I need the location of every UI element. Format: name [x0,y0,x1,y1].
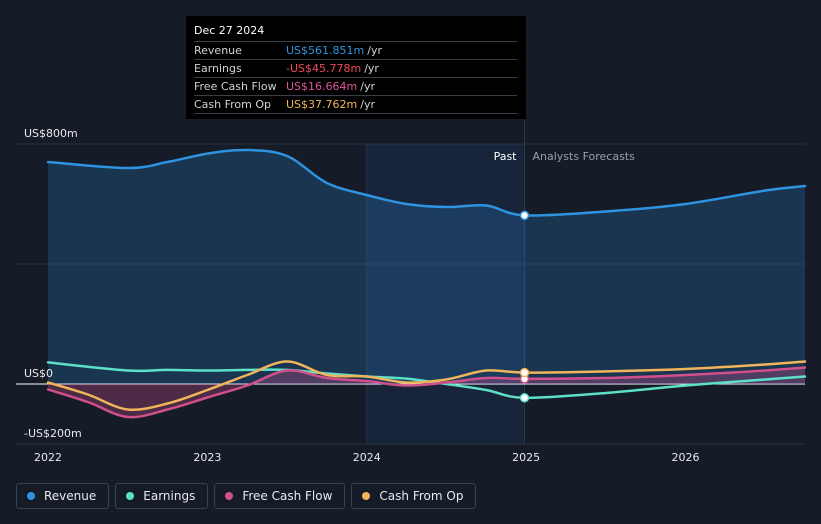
tooltip-date: Dec 27 2024 [194,24,517,42]
tooltip-label: Earnings [194,62,242,75]
forecast-label: Analysts Forecasts [533,150,636,163]
legend-item-earnings[interactable]: Earnings [115,483,209,509]
tooltip-unit: /yr [364,62,379,75]
tooltip-row-fcf: Free Cash Flow US$16.664m /yr [194,78,517,96]
x-tick-label: 2024 [353,451,381,464]
tooltip-row-earnings: Earnings -US$45.778m /yr [194,60,517,78]
legend-label: Revenue [44,489,97,503]
tooltip-row-revenue: Revenue US$561.851m /yr [194,42,517,60]
tooltip: Dec 27 2024 Revenue US$561.851m /yr Earn… [186,16,526,119]
revenue-line [46,148,807,217]
tooltip-value: US$561.851m [286,44,365,57]
tooltip-row-cfo: Cash From Op US$37.762m /yr [194,96,517,114]
revenue-area [48,149,805,384]
free-cash-flow-area [48,367,805,418]
tooltip-unit: /yr [360,80,375,93]
legend-label: Earnings [143,489,196,503]
legend: Revenue Earnings Free Cash Flow Cash Fro… [16,483,477,509]
tooltip-label: Cash From Op [194,98,272,111]
tooltip-unit: /yr [360,98,375,111]
revenue-marker [519,210,530,221]
tooltip-value: US$16.664m [286,80,358,93]
x-tick-label: 2022 [34,451,62,464]
tooltip-value: US$37.762m [286,98,358,111]
legend-label: Cash From Op [379,489,464,503]
legend-item-cash-from-op[interactable]: Cash From Op [351,483,477,509]
y-tick-label: -US$200m [24,427,82,440]
free-cash-flow-line [46,366,807,419]
tooltip-unit: /yr [367,44,382,57]
tooltip-label: Revenue [194,44,242,57]
past-label: Past [494,150,518,163]
legend-label: Free Cash Flow [242,489,333,503]
earnings-dot-icon [126,492,135,500]
tooltip-value: -US$45.778m [286,62,362,75]
cash-from-op-dot-icon [362,492,371,500]
earnings-line [46,361,807,400]
free-cash-flow-dot-icon [225,492,234,500]
earnings-marker [519,393,530,403]
revenue-dot-icon [27,492,35,500]
y-tick-label: US$0 [24,367,53,380]
legend-item-free-cash-flow[interactable]: Free Cash Flow [214,483,346,509]
x-tick-label: 2023 [193,451,221,464]
y-tick-label: US$800m [24,127,78,140]
tooltip-label: Free Cash Flow [194,80,277,93]
cash-from-op-line [46,360,807,412]
cash-from-op-marker [519,367,530,378]
x-tick-label: 2025 [512,451,540,464]
legend-item-revenue[interactable]: Revenue [16,483,110,509]
x-tick-label: 2026 [671,451,699,464]
